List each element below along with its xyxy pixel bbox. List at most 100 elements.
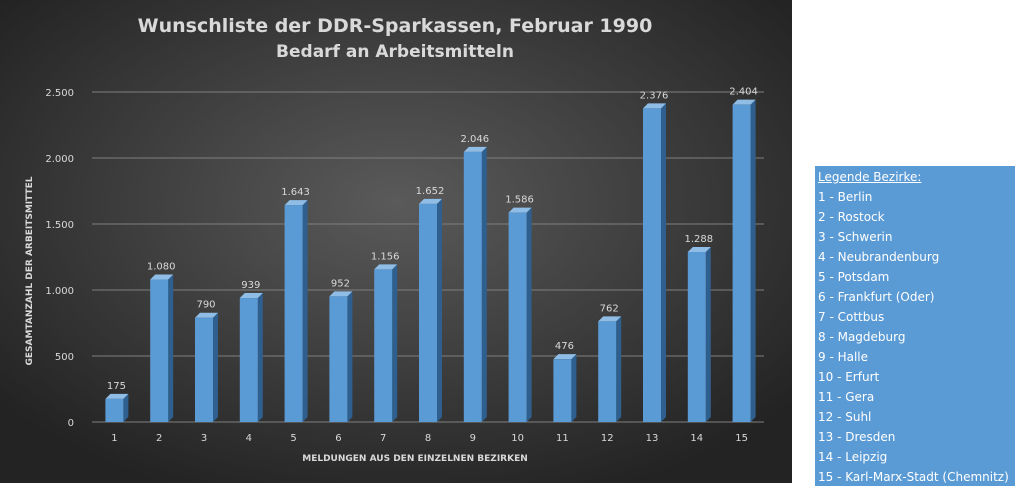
bar-side bbox=[213, 312, 218, 422]
bar-top bbox=[553, 354, 577, 360]
bar-side bbox=[123, 393, 129, 422]
legend-item: 6 - Frankfurt (Oder) bbox=[818, 290, 935, 304]
bar-front bbox=[150, 279, 169, 422]
bar-side bbox=[347, 291, 353, 422]
legend-item: 3 - Schwerin bbox=[818, 230, 893, 244]
bar-front bbox=[508, 212, 527, 422]
bar-9: 2.046 bbox=[460, 134, 489, 423]
bar-4: 939 bbox=[239, 280, 263, 422]
bar-side bbox=[571, 354, 577, 422]
bar-side bbox=[437, 198, 442, 422]
bar-chart: Wunschliste der DDR-Sparkassen, Februar … bbox=[0, 0, 792, 483]
bar-side bbox=[526, 207, 532, 422]
y-tick-label: 500 bbox=[55, 352, 74, 363]
x-tick-label: 7 bbox=[380, 433, 386, 444]
x-tick-label: 4 bbox=[246, 433, 252, 444]
bar-side bbox=[750, 99, 756, 422]
data-label: 175 bbox=[107, 381, 126, 392]
x-tick-label: 10 bbox=[511, 433, 524, 444]
bar-front bbox=[643, 108, 661, 423]
bar-top bbox=[687, 246, 711, 252]
bar-3: 790 bbox=[195, 300, 218, 422]
legend-item: 9 - Halle bbox=[818, 350, 869, 364]
legend-item: 14 - Leipzig bbox=[818, 450, 888, 464]
data-label: 1.156 bbox=[371, 251, 400, 262]
bar-top bbox=[374, 264, 398, 270]
bar-front bbox=[374, 269, 393, 422]
bar-top bbox=[239, 293, 263, 299]
x-tick-label: 2 bbox=[156, 433, 162, 444]
y-axis-label: GESAMTANZAHL DER ARBEITSMITTEL bbox=[25, 176, 35, 365]
bar-front bbox=[239, 298, 258, 422]
bar-front bbox=[284, 205, 303, 422]
bar-top bbox=[419, 198, 442, 204]
data-label: 939 bbox=[241, 280, 260, 291]
bar-side bbox=[392, 264, 398, 422]
bar-top bbox=[508, 207, 532, 213]
x-tick-label: 6 bbox=[335, 433, 341, 444]
legend-items: 1 - Berlin 2 - Rostock 3 - Schwerin 4 - Neu… bbox=[818, 187, 1015, 487]
bar-side bbox=[705, 246, 711, 422]
bar-6: 952 bbox=[329, 278, 353, 422]
bar-10: 1.586 bbox=[505, 195, 534, 422]
x-tick-label: 8 bbox=[425, 433, 431, 444]
data-label: 2.404 bbox=[729, 87, 758, 98]
bar-top bbox=[329, 291, 353, 297]
data-label: 1.288 bbox=[684, 234, 713, 245]
x-axis-ticks: 1 2 3 4 5 6 7 8 9 10 11 12 13 14 15 bbox=[111, 433, 748, 444]
data-label: 1.080 bbox=[147, 261, 176, 272]
bar-13: 2.376 bbox=[640, 90, 669, 423]
bar-2: 1.080 bbox=[147, 261, 176, 422]
legend-item: 4 - Neubrandenburg bbox=[818, 250, 940, 264]
legend-item: 1 - Berlin bbox=[818, 190, 873, 204]
data-label: 1.643 bbox=[281, 187, 310, 198]
legend-item: 5 - Potsdam bbox=[818, 270, 890, 284]
x-tick-label: 12 bbox=[601, 433, 614, 444]
bar-front bbox=[598, 321, 617, 422]
data-label: 762 bbox=[600, 303, 619, 314]
bar-front bbox=[732, 104, 751, 422]
bar-14: 1.288 bbox=[684, 234, 713, 422]
bar-top bbox=[105, 393, 129, 399]
bars: 175 1.080 790 939 1.643 952 1.156 1.652 2.046 1.5… bbox=[105, 87, 758, 423]
x-tick-label: 14 bbox=[690, 433, 703, 444]
data-label: 2.376 bbox=[640, 90, 669, 101]
y-tick-label: 2.500 bbox=[45, 88, 74, 99]
legend: Legende Bezirke: 1 - Berlin 2 - Rostock 3 … bbox=[815, 166, 1015, 486]
bar-1: 175 bbox=[105, 381, 129, 422]
x-tick-label: 13 bbox=[646, 433, 659, 444]
x-tick-label: 3 bbox=[201, 433, 207, 444]
data-label: 952 bbox=[331, 278, 350, 289]
legend-item: 2 - Rostock bbox=[818, 210, 885, 224]
legend-item: 15 - Karl-Marx-Stadt (Chemnitz) bbox=[818, 470, 1009, 484]
bar-side bbox=[661, 103, 666, 423]
bar-11: 476 bbox=[553, 341, 577, 422]
bar-top bbox=[598, 316, 622, 322]
y-axis-ticks: 0 500 1.000 1.500 2.000 2.500 bbox=[45, 88, 74, 429]
x-tick-label: 5 bbox=[290, 433, 296, 444]
bar-top bbox=[463, 146, 487, 152]
bar-top bbox=[643, 103, 666, 109]
bar-5: 1.643 bbox=[281, 187, 310, 422]
chart-title: Wunschliste der DDR-Sparkassen, Februar … bbox=[138, 15, 653, 37]
legend-item: 13 - Dresden bbox=[818, 430, 896, 444]
bar-side bbox=[168, 274, 174, 422]
bar-top bbox=[284, 200, 308, 206]
legend-item: 8 - Magdeburg bbox=[818, 330, 906, 344]
data-label: 476 bbox=[555, 341, 574, 352]
bar-side bbox=[481, 146, 487, 423]
x-tick-label: 11 bbox=[556, 433, 569, 444]
x-tick-label: 15 bbox=[735, 433, 748, 444]
data-label: 790 bbox=[196, 300, 215, 311]
y-tick-label: 2.000 bbox=[45, 154, 74, 165]
bar-front bbox=[195, 317, 213, 422]
legend-item: 12 - Suhl bbox=[818, 410, 872, 424]
x-tick-label: 1 bbox=[111, 433, 117, 444]
y-tick-label: 1.500 bbox=[45, 220, 74, 231]
legend-item: 7 - Cottbus bbox=[818, 310, 885, 324]
x-axis-label: MELDUNGEN AUS DEN EINZELNEN BEZIRKEN bbox=[302, 454, 528, 464]
bar-front bbox=[687, 251, 706, 422]
bar-7: 1.156 bbox=[371, 251, 400, 422]
bar-15: 2.404 bbox=[729, 87, 758, 422]
bar-front bbox=[553, 359, 572, 422]
